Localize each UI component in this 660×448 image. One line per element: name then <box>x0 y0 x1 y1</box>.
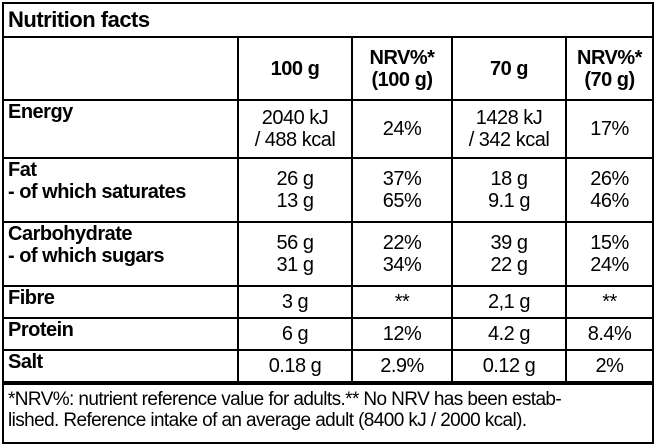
salt-nrv-70g: 2% <box>565 349 652 383</box>
row-fibre: Fibre 3 g ** 2,1 g ** <box>4 285 652 319</box>
row-fat: Fat - of which saturates 26 g 13 g 37% 6… <box>4 157 652 223</box>
protein-nrv-70g: 8.4% <box>565 317 652 351</box>
energy-nrv-70g: 17% <box>565 99 652 159</box>
carbohydrate-per-70g: 39 g 22 g <box>451 221 567 287</box>
fat-per-70g: 18 g 9.1 g <box>451 157 567 223</box>
row-protein: Protein 6 g 12% 4.2 g 8.4% <box>4 317 652 351</box>
row-label-fibre: Fibre <box>4 285 239 319</box>
fat-nrv-70g: 26% 46% <box>565 157 652 223</box>
footnote: *NRV%: nutrient reference value for adul… <box>4 383 652 431</box>
fibre-per-70g: 2,1 g <box>451 285 567 319</box>
label-title: Nutrition facts <box>4 4 652 38</box>
footnote-line-1: *NRV%: nutrient reference value for adul… <box>8 389 562 410</box>
row-label-salt: Salt <box>4 349 239 383</box>
energy-per-70g: 1428 kJ / 342 kcal <box>451 99 567 159</box>
fat-per-100g: 26 g 13 g <box>237 157 353 223</box>
salt-per-100g: 0.18 g <box>237 349 353 383</box>
header-nrv-100g: NRV%* (100 g) <box>351 38 453 101</box>
footnote-line-2: lished. Reference intake of an average a… <box>8 410 527 431</box>
header-nrv-70g: NRV%* (70 g) <box>565 38 652 101</box>
row-label-energy: Energy <box>4 99 239 159</box>
carbohydrate-nrv-100g: 22% 34% <box>351 221 453 287</box>
header-per-100g: 100 g <box>237 38 353 101</box>
nutrition-facts-label: Nutrition facts 100 g NRV%* (100 g) 70 g… <box>2 2 654 444</box>
energy-nrv-100g: 24% <box>351 99 453 159</box>
carbohydrate-per-100g: 56 g 31 g <box>237 221 353 287</box>
row-label-carbohydrate: Carbohydrate - of which sugars <box>4 221 239 287</box>
protein-nrv-100g: 12% <box>351 317 453 351</box>
protein-per-100g: 6 g <box>237 317 353 351</box>
salt-nrv-100g: 2.9% <box>351 349 453 383</box>
carbohydrate-nrv-70g: 15% 24% <box>565 221 652 287</box>
header-per-70g: 70 g <box>451 38 567 101</box>
nutrition-table: 100 g NRV%* (100 g) 70 g NRV%* (70 g) En… <box>4 38 652 383</box>
row-carbohydrate: Carbohydrate - of which sugars 56 g 31 g… <box>4 221 652 287</box>
fibre-per-100g: 3 g <box>237 285 353 319</box>
energy-per-100g: 2040 kJ / 488 kcal <box>237 99 353 159</box>
row-energy: Energy 2040 kJ / 488 kcal 24% 1428 kJ / … <box>4 99 652 159</box>
header-empty-cell <box>4 38 239 101</box>
fibre-nrv-100g: ** <box>351 285 453 319</box>
fat-nrv-100g: 37% 65% <box>351 157 453 223</box>
row-label-protein: Protein <box>4 317 239 351</box>
row-salt: Salt 0.18 g 2.9% 0.12 g 2% <box>4 349 652 383</box>
row-label-fat: Fat - of which saturates <box>4 157 239 223</box>
fibre-nrv-70g: ** <box>565 285 652 319</box>
salt-per-70g: 0.12 g <box>451 349 567 383</box>
protein-per-70g: 4.2 g <box>451 317 567 351</box>
table-header-row: 100 g NRV%* (100 g) 70 g NRV%* (70 g) <box>4 38 652 101</box>
